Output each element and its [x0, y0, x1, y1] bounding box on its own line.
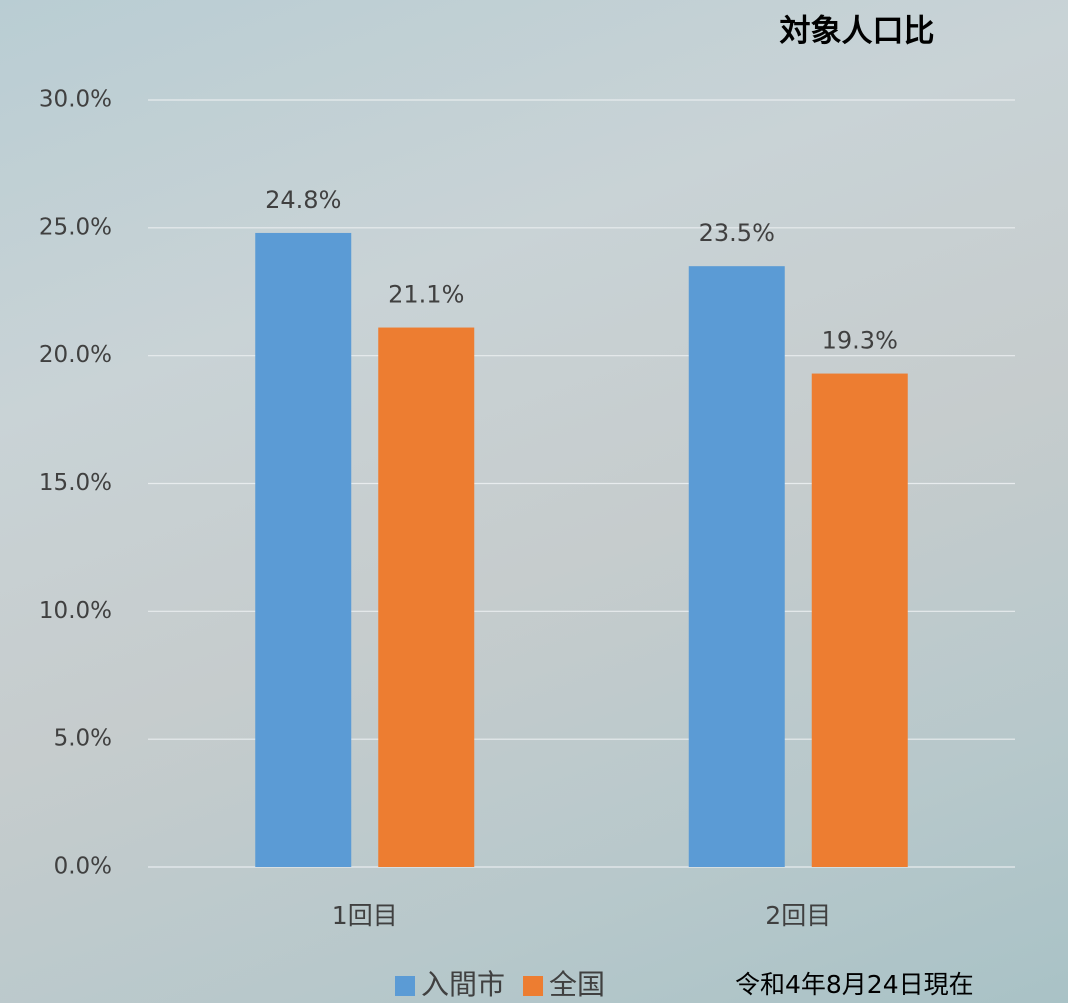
- y-tick-label: 25.0%: [39, 214, 112, 240]
- y-tick-label: 5.0%: [54, 726, 112, 752]
- legend-swatch: [523, 976, 543, 996]
- y-tick-label: 15.0%: [39, 470, 112, 496]
- chart: 対象人口比 0.0% 5.0% 10.0% 15.0% 20.0% 25.0% 30.0% 1…: [0, 0, 1068, 1003]
- bar: [378, 328, 474, 867]
- legend-swatch: [395, 976, 415, 996]
- data-label: 23.5%: [699, 219, 775, 247]
- y-tick-label: 0.0%: [54, 854, 112, 880]
- data-label: 19.3%: [822, 327, 898, 355]
- bar: [812, 374, 908, 867]
- y-tick-label: 30.0%: [39, 87, 112, 113]
- chart-title: 対象人口比: [780, 14, 935, 50]
- y-tick-label: 20.0%: [39, 342, 112, 368]
- data-label: 21.1%: [388, 281, 464, 309]
- legend-label: 入間市: [421, 968, 505, 1001]
- page: 対象人口比 0.0% 5.0% 10.0% 15.0% 20.0% 25.0% 30.0% 1…: [0, 0, 1068, 1003]
- bar: [689, 266, 785, 867]
- y-tick-label: 10.0%: [39, 598, 112, 624]
- annotation: 令和4年8月24日現在: [735, 970, 974, 999]
- x-tick-label: 2回目: [765, 901, 831, 930]
- x-tick-label: 1回目: [332, 901, 398, 930]
- legend-label: 全国: [549, 968, 605, 1001]
- data-label: 24.8%: [265, 186, 341, 214]
- bar: [255, 233, 351, 867]
